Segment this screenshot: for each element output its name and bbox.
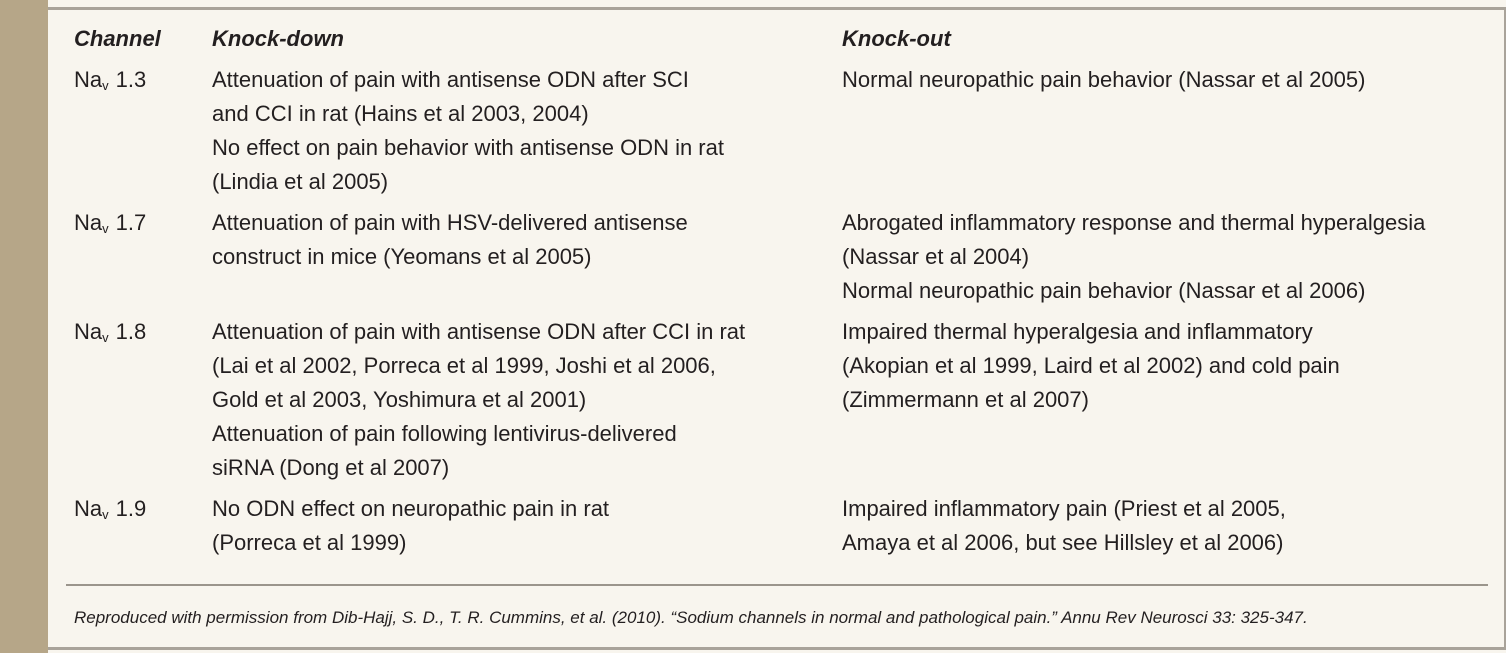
entry: Normal neuropathic pain behavior (Nassar… <box>842 274 1425 308</box>
channel-number: 1.9 <box>115 496 147 521</box>
table: Channel Knock-down Knock-out Nav 1.3 Atten… <box>66 22 1425 564</box>
channel-name: Na <box>74 67 103 92</box>
footer-rule <box>66 584 1488 586</box>
entry-line: (Nassar et al 2004) <box>842 244 1030 269</box>
entry-line: Normal neuropathic pain behavior (Nassar… <box>842 278 1366 303</box>
entry-line: Amaya et al 2006, but see Hillsley et al… <box>842 530 1284 555</box>
channel-cell: Nav 1.3 <box>66 60 212 203</box>
header-row: Channel Knock-down Knock-out <box>66 22 1425 60</box>
entry-line: Impaired thermal hyperalgesia and inflam… <box>842 319 1313 344</box>
knock-down-cell: Attenuation of pain with antisense ODN a… <box>212 60 842 203</box>
right-rule <box>1504 7 1506 650</box>
channel-subscript: v <box>102 330 109 345</box>
entry: Attenuation of pain with antisense ODN a… <box>212 315 842 417</box>
entry-line: Normal neuropathic pain behavior (Nassar… <box>842 67 1366 92</box>
header-cell: Channel <box>74 26 161 51</box>
entry: No effect on pain behavior with antisens… <box>212 131 842 199</box>
entry-line: Attenuation of pain following lentivirus… <box>212 421 677 446</box>
entry: Normal neuropathic pain behavior (Nassar… <box>842 63 1425 97</box>
entry: Attenuation of pain with HSV-delivered a… <box>212 206 842 274</box>
knock-down-cell: Attenuation of pain with HSV-delivered a… <box>212 203 842 312</box>
footnote: Reproduced with permission from Dib-Hajj… <box>74 608 1308 627</box>
entry: Impaired inflammatory pain (Priest et al… <box>842 492 1425 560</box>
knock-down-cell: Attenuation of pain with antisense ODN a… <box>212 312 842 489</box>
knock-out-cell: Impaired thermal hyperalgesia and inflam… <box>842 312 1425 489</box>
channel-subscript: v <box>102 221 109 236</box>
entry-line: Attenuation of pain with HSV-delivered a… <box>212 210 688 235</box>
entry-line: and CCI in rat (Hains et al 2003, 2004) <box>212 101 589 126</box>
entry-line: (Akopian et al 1999, Laird et al 2002) a… <box>842 353 1340 378</box>
entry-line: (Porreca et al 1999) <box>212 530 407 555</box>
entry: Attenuation of pain with antisense ODN a… <box>212 63 842 131</box>
entry-line: Abrogated inflammatory response and ther… <box>842 210 1426 235</box>
side-stripe <box>0 0 48 653</box>
knock-out-cell: Normal neuropathic pain behavior (Nassar… <box>842 60 1425 203</box>
channel-name: Na <box>74 496 103 521</box>
table-row: Nav 1.8 Attenuation of pain with antisense… <box>66 312 1425 489</box>
table-row: Nav 1.3 Attenuation of pain with antisense… <box>66 60 1425 203</box>
entry: No ODN effect on neuropathic pain in rat… <box>212 492 842 560</box>
entry-line: No ODN effect on neuropathic pain in rat <box>212 496 610 521</box>
channel-number: 1.7 <box>115 210 147 235</box>
entry: Abrogated inflammatory response and ther… <box>842 206 1425 274</box>
table-row: Nav 1.7 Attenuation of pain with HSV-deliv… <box>66 203 1425 312</box>
entry: Attenuation of pain following lentivirus… <box>212 417 842 485</box>
table-row: Nav 1.9 No ODN effect on neuropathic pain … <box>66 489 1425 564</box>
channel-number: 1.3 <box>115 67 147 92</box>
entry-line: (Lai et al 2002, Porreca et al 1999, Jos… <box>212 353 716 378</box>
channel-name: Na <box>74 319 103 344</box>
entry-line: (Zimmermann et al 2007) <box>842 387 1089 412</box>
channel-subscript: v <box>102 507 109 522</box>
channel-cell: Nav 1.8 <box>66 312 212 489</box>
entry-line: No effect on pain behavior with antisens… <box>212 135 724 160</box>
knock-out-cell: Abrogated inflammatory response and ther… <box>842 203 1425 312</box>
top-rule <box>48 7 1506 10</box>
entry-line: siRNA (Dong et al 2007) <box>212 455 450 480</box>
channel-cell: Nav 1.7 <box>66 203 212 312</box>
channel-name: Na <box>74 210 103 235</box>
entry-line: Attenuation of pain with antisense ODN a… <box>212 319 746 344</box>
knock-out-cell: Impaired inflammatory pain (Priest et al… <box>842 489 1425 564</box>
entry: Impaired thermal hyperalgesia and inflam… <box>842 315 1425 417</box>
entry-line: Impaired inflammatory pain (Priest et al… <box>842 496 1286 521</box>
entry-line: Attenuation of pain with antisense ODN a… <box>212 67 689 92</box>
entry-line: construct in mice (Yeomans et al 2005) <box>212 244 592 269</box>
entry-line: Gold et al 2003, Yoshimura et al 2001) <box>212 387 587 412</box>
header-cell: Knock-out <box>842 26 951 51</box>
knock-down-cell: No ODN effect on neuropathic pain in rat… <box>212 489 842 564</box>
entry-line: (Lindia et al 2005) <box>212 169 389 194</box>
header-cell: Knock-down <box>212 26 344 51</box>
channel-number: 1.8 <box>115 319 147 344</box>
channel-cell: Nav 1.9 <box>66 489 212 564</box>
bottom-rule <box>48 647 1506 650</box>
channel-subscript: v <box>102 78 109 93</box>
